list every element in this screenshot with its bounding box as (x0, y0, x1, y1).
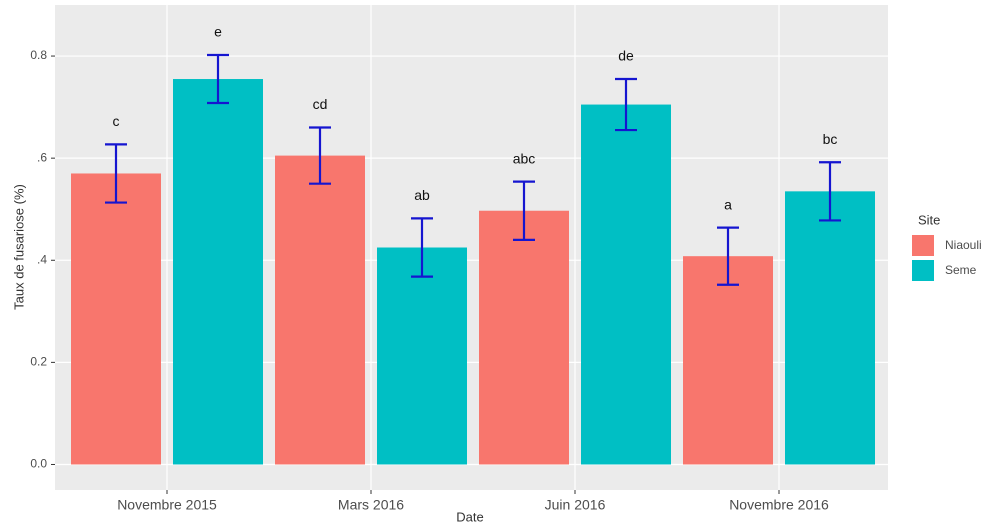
error-bar (717, 226, 739, 286)
legend-key (912, 235, 934, 256)
bar (479, 210, 569, 465)
error-bar (207, 53, 229, 105)
y-tick-label: .4 (37, 252, 47, 266)
bar (173, 79, 263, 465)
x-tick-label: Juin 2016 (545, 497, 606, 513)
bar (683, 256, 773, 465)
x-tick-label: Mars 2016 (338, 497, 404, 513)
error-bar (309, 126, 331, 185)
significance-letter: c (113, 113, 120, 129)
legend-label: Seme (945, 263, 977, 277)
y-tick-label: 0.8 (30, 48, 47, 62)
y-tick-label: .6 (37, 150, 47, 164)
x-tick-label: Novembre 2016 (729, 497, 829, 513)
y-axis-label: Taux de fusariose (%) (11, 184, 26, 310)
legend-key (912, 260, 934, 281)
bar (377, 247, 467, 465)
error-bar (819, 161, 841, 222)
significance-letter: bc (823, 131, 838, 147)
significance-letter: de (618, 48, 634, 64)
error-bar (411, 217, 433, 278)
y-tick-label: 0.0 (30, 457, 47, 471)
error-bar (105, 143, 127, 204)
significance-letter: ab (414, 187, 430, 203)
bar (785, 191, 875, 465)
significance-letter: abc (513, 150, 536, 166)
significance-letter: e (214, 24, 222, 40)
legend-title: Site (918, 212, 940, 227)
x-axis-label: Date (456, 509, 483, 524)
x-tick-label: Novembre 2015 (117, 497, 217, 513)
bar (275, 155, 365, 465)
bar (581, 104, 671, 465)
y-tick-label: 0.2 (30, 355, 47, 369)
legend-label: Niaouli (945, 238, 982, 252)
significance-letter: a (724, 196, 732, 212)
error-bar (615, 77, 637, 132)
error-bar (513, 180, 535, 241)
significance-letter: cd (313, 96, 328, 112)
bar (71, 173, 161, 465)
